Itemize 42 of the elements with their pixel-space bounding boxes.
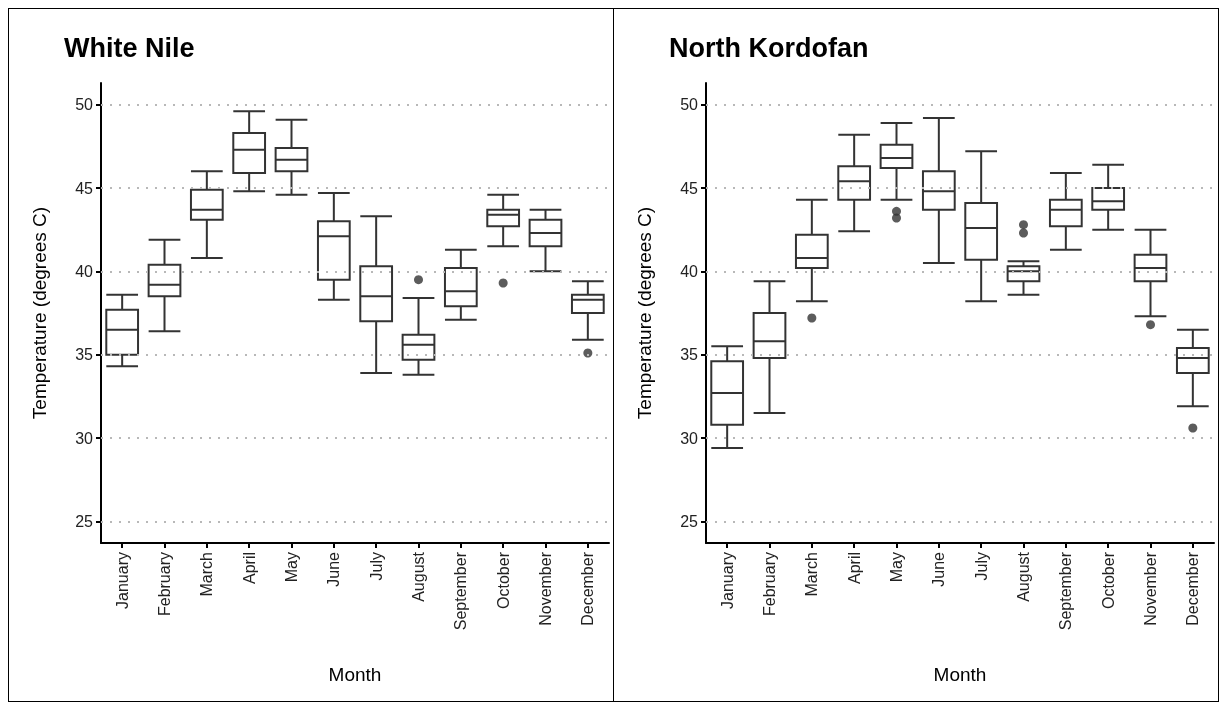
x-tick-label: April	[845, 552, 863, 585]
x-tick-label: October	[1099, 551, 1117, 609]
x-tick-label: November	[1141, 551, 1159, 626]
x-tick-label: January	[718, 552, 736, 609]
x-tick-label: June	[325, 551, 343, 587]
y-tick-label: 40	[75, 262, 94, 280]
y-tick-label: 25	[679, 512, 698, 530]
x-tick-label: July	[972, 552, 990, 581]
x-tick-label: December	[579, 551, 597, 626]
x-tick-label: January	[113, 552, 131, 609]
x-tick-label: March	[802, 552, 820, 597]
y-tick-label: 30	[679, 429, 698, 447]
y-axis-title: Temperature (degrees C)	[29, 206, 50, 420]
x-tick-label: August	[1014, 551, 1032, 602]
y-tick-label: 50	[679, 96, 698, 114]
y-tick-label: 35	[679, 346, 698, 364]
x-tick-label: May	[283, 552, 300, 583]
x-axis-title: Month	[328, 664, 382, 685]
x-tick-label: June	[929, 551, 947, 587]
y-tick-label: 45	[75, 179, 94, 197]
chart-title: White Nile	[64, 32, 195, 63]
x-tick-label: December	[1183, 551, 1201, 626]
x-tick-label: May	[887, 552, 905, 583]
x-tick-label: September	[1056, 551, 1074, 631]
y-tick-label: 30	[75, 429, 94, 447]
y-tick-label: 50	[75, 96, 94, 114]
x-axis-title: Month	[933, 664, 986, 685]
y-tick-label: 40	[679, 262, 698, 280]
chart-title: North Kordofan	[668, 32, 868, 63]
x-tick-label: March	[198, 552, 216, 597]
x-tick-label: September	[452, 551, 470, 631]
x-tick-label: April	[240, 552, 258, 585]
x-tick-label: February	[760, 552, 778, 617]
y-tick-label: 35	[75, 346, 94, 364]
y-axis-title: Temperature (degrees C)	[633, 206, 655, 420]
x-tick-label: August	[410, 551, 427, 602]
x-tick-label: November	[537, 551, 554, 626]
x-tick-label: July	[367, 552, 385, 581]
y-tick-label: 45	[679, 179, 698, 197]
x-tick-label: October	[494, 551, 512, 609]
x-tick-label: February	[156, 552, 173, 617]
y-tick-label: 25	[75, 512, 94, 530]
